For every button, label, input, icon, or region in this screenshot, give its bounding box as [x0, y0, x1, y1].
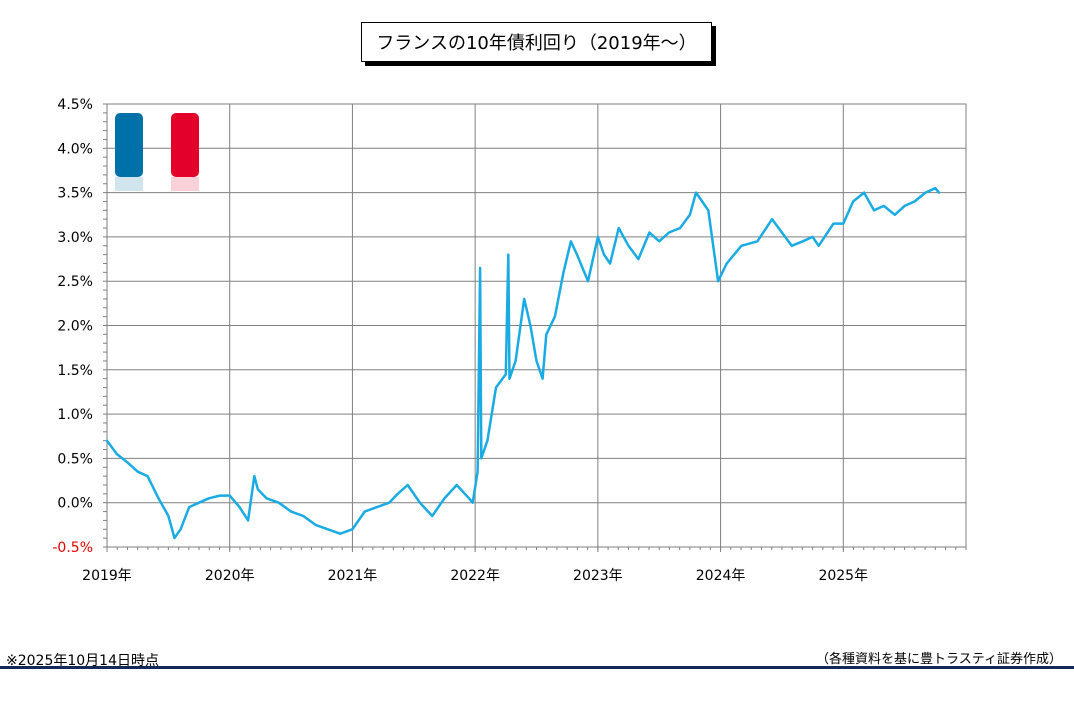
- source-note: （各種資料を基に豊トラスティ証券作成）: [816, 652, 1062, 667]
- series-line-french-10y-yield: [105, 186, 941, 540]
- y-tick-label: 4.5%: [57, 97, 93, 113]
- chart-title: フランスの10年債利回り（2019年～）: [361, 22, 712, 62]
- y-tick-label: 0.5%: [57, 451, 93, 467]
- y-tick-label: 3.0%: [57, 230, 93, 246]
- y-tick-label: 1.5%: [57, 363, 93, 379]
- footer-rule: [0, 666, 1074, 669]
- flag-blue-stripe: [115, 113, 143, 177]
- chart-area: 4.5% 4.0% 3.5% 3.0% 2.5% 2.0% 1.5% 1.0% 0.5% 0.0%…: [52, 97, 967, 584]
- france-flag-icon: [115, 113, 199, 191]
- flag-blue-reflection: [115, 177, 143, 191]
- y-tick-label: 1.0%: [57, 407, 93, 423]
- x-tick-label: 2020年: [205, 568, 255, 584]
- flag-red-stripe: [171, 113, 199, 177]
- y-tick-label: 2.5%: [57, 274, 93, 290]
- y-tick-label: -0.5%: [52, 540, 93, 556]
- y-tick-label: 3.5%: [57, 186, 93, 202]
- y-tick-label: 0.0%: [57, 496, 93, 512]
- y-tick-label: 4.0%: [57, 141, 93, 157]
- x-tick-label: 2025年: [818, 568, 868, 584]
- y-tick-label: 2.0%: [57, 319, 93, 335]
- x-tick-label: 2021年: [328, 568, 378, 584]
- x-tick-label: 2019年: [82, 568, 132, 584]
- chart-title-text: フランスの10年債利回り（2019年～）: [376, 33, 697, 54]
- flag-red-reflection: [171, 177, 199, 191]
- x-tick-label: 2023年: [573, 568, 623, 584]
- x-tick-label: 2022年: [450, 568, 500, 584]
- x-tick-label: 2024年: [696, 568, 746, 584]
- footnote-date: ※2025年10月14日時点: [6, 653, 159, 669]
